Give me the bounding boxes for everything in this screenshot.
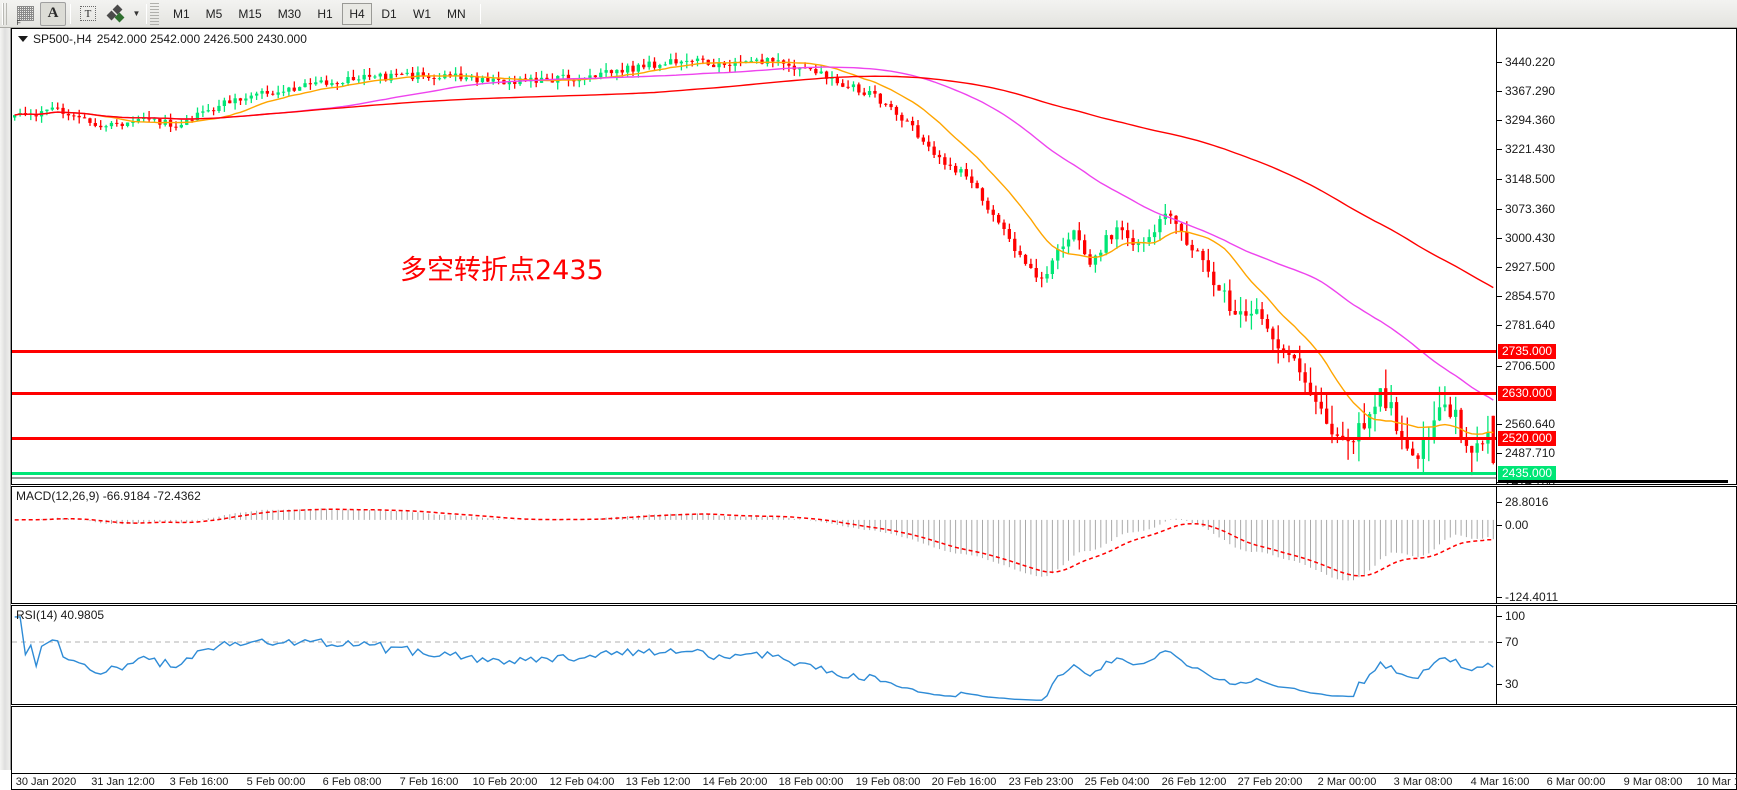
time-axis-label: 20 Feb 16:00 bbox=[931, 776, 997, 788]
timeframe-m1[interactable]: M1 bbox=[173, 6, 190, 21]
time-axis-label: 23 Feb 23:00 bbox=[1008, 776, 1074, 788]
ohlc-values: 2542.000 2542.000 2426.500 2430.000 bbox=[96, 32, 307, 46]
time-axis-label: 26 Feb 12:00 bbox=[1161, 776, 1227, 788]
time-axis-label: 3 Feb 16:00 bbox=[169, 776, 229, 788]
time-axis-label: 14 Feb 20:00 bbox=[702, 776, 768, 788]
price-y-tick: 3294.360 bbox=[1497, 114, 1555, 126]
macd-pane[interactable]: MACD(12,26,9) -66.9184 -72.4362 28.8016 0… bbox=[11, 486, 1737, 604]
time-axis-label: 25 Feb 04:00 bbox=[1084, 776, 1150, 788]
macd-y-tick: -124.4011 bbox=[1497, 591, 1558, 603]
toolbar-separator-1 bbox=[70, 3, 71, 24]
time-axis-label: 10 Mar 16:00 bbox=[1696, 776, 1737, 788]
time-axis-label: 13 Feb 12:00 bbox=[625, 776, 691, 788]
time-axis-label: 6 Mar 00:00 bbox=[1546, 776, 1606, 788]
symbol-label: SP500-,H4 bbox=[33, 32, 92, 46]
level-line-2630[interactable] bbox=[12, 392, 1496, 395]
collapse-triangle-icon[interactable] bbox=[18, 36, 28, 42]
time-axis-labels[interactable]: 30 Jan 2020 31 Jan 12:00 3 Feb 16:00 5 Feb … bbox=[12, 773, 1737, 789]
price-y-tick: 2487.710 bbox=[1497, 447, 1555, 459]
macd-y-tick: 0.00 bbox=[1497, 519, 1528, 531]
price-y-tick: 2781.640 bbox=[1497, 319, 1555, 331]
main-toolbar: A T ▼ M1 M5 M15 M30 H1 H4 D1 W1 MN bbox=[0, 0, 1737, 28]
price-plot[interactable]: 多空转折点2435 bbox=[12, 29, 1496, 484]
rsi-pane[interactable]: RSI(14) 40.9805 100 70 30 bbox=[11, 605, 1737, 705]
price-level-label-2435[interactable]: 2435.000 bbox=[1498, 466, 1557, 481]
objects-icon[interactable] bbox=[103, 2, 129, 26]
chart-left-scrollbar[interactable] bbox=[0, 28, 11, 770]
price-y-tick: 3440.220 bbox=[1497, 56, 1555, 68]
timeframe-h4[interactable]: H4 bbox=[342, 2, 373, 25]
time-axis-label: 30 Jan 2020 bbox=[15, 776, 77, 788]
time-axis-label: 19 Feb 08:00 bbox=[855, 776, 921, 788]
rsi-y-tick: 30 bbox=[1497, 678, 1518, 690]
time-axis-pane[interactable]: 30 Jan 2020 31 Jan 12:00 3 Feb 16:00 5 Feb … bbox=[11, 706, 1737, 790]
text-label-glyph: T bbox=[80, 6, 96, 21]
rsi-tail-svg bbox=[12, 707, 1496, 767]
rsi-y-axis[interactable]: 100 70 30 bbox=[1496, 606, 1736, 704]
macd-y-axis[interactable]: 28.8016 0.00 -124.4011 bbox=[1496, 487, 1736, 603]
toolbar-separator-3 bbox=[479, 3, 481, 24]
price-y-tick: 3221.430 bbox=[1497, 143, 1555, 155]
time-axis-label: 7 Feb 16:00 bbox=[399, 776, 459, 788]
timeframe-h1[interactable]: H1 bbox=[317, 6, 333, 21]
time-axis-label: 12 Feb 04:00 bbox=[549, 776, 615, 788]
price-y-tick: 2706.500 bbox=[1497, 360, 1555, 372]
chevron-down-icon[interactable]: ▼ bbox=[132, 9, 141, 18]
level-line-2435[interactable] bbox=[12, 472, 1496, 475]
time-axis-label: 3 Mar 08:00 bbox=[1393, 776, 1453, 788]
rsi-svg bbox=[12, 616, 1496, 701]
text-A-glyph: A bbox=[47, 5, 59, 21]
time-axis-label: 31 Jan 12:00 bbox=[91, 776, 155, 788]
price-y-tick: 2560.640 bbox=[1497, 418, 1555, 430]
rsi-plot[interactable] bbox=[12, 606, 1496, 704]
rsi-y-tick: 100 bbox=[1497, 610, 1525, 622]
timeframe-m30[interactable]: M30 bbox=[277, 6, 302, 21]
text-A-icon[interactable]: A bbox=[40, 1, 66, 26]
price-y-tick: 2854.570 bbox=[1497, 290, 1555, 302]
timeframe-group: M1 M5 M15 M30 H1 H4 D1 W1 MN bbox=[165, 2, 474, 25]
price-y-axis[interactable]: 3440.220 3367.290 3294.360 3221.430 3148.500… bbox=[1496, 29, 1736, 484]
price-level-label-2735[interactable]: 2735.000 bbox=[1498, 344, 1557, 359]
level-line-2435-shadow bbox=[12, 477, 1496, 479]
price-y-tick: 3073.360 bbox=[1497, 203, 1555, 215]
macd-svg bbox=[14, 508, 1494, 581]
time-axis-label: 6 Feb 08:00 bbox=[322, 776, 382, 788]
price-pane-header: SP500-,H4 2542.000 2542.000 2426.500 243… bbox=[18, 32, 307, 46]
level-line-2520[interactable] bbox=[12, 437, 1496, 440]
chart-annotation-text: 多空转折点2435 bbox=[400, 255, 604, 286]
price-level-label-2520[interactable]: 2520.000 bbox=[1498, 431, 1557, 446]
macd-y-tick: 28.8016 bbox=[1497, 496, 1548, 508]
time-axis-label: 2 Mar 00:00 bbox=[1317, 776, 1377, 788]
macd-plot[interactable] bbox=[12, 487, 1496, 603]
text-label-icon[interactable]: T bbox=[75, 2, 101, 26]
time-axis-label: 9 Mar 08:00 bbox=[1623, 776, 1683, 788]
toolbar-drag-handle[interactable] bbox=[2, 2, 9, 25]
toolbar-separator-2 bbox=[146, 3, 147, 24]
crosshair-f-icon[interactable] bbox=[12, 2, 38, 27]
chart-area: 多空转折点2435 SP500-,H4 2542.000 2542.000 24… bbox=[0, 28, 1737, 790]
price-y-tick: 3367.290 bbox=[1497, 85, 1555, 97]
timeframe-mn[interactable]: MN bbox=[447, 6, 466, 21]
time-axis-label: 4 Mar 16:00 bbox=[1470, 776, 1530, 788]
price-candles-svg bbox=[13, 52, 1495, 476]
price-y-tick: 2927.500 bbox=[1497, 261, 1555, 273]
macd-title: MACD(12,26,9) -66.9184 -72.4362 bbox=[16, 489, 201, 503]
price-level-label-2630[interactable]: 2630.000 bbox=[1498, 386, 1557, 401]
price-y-tick: 3148.500 bbox=[1497, 173, 1555, 185]
rsi-y-tick: 70 bbox=[1497, 636, 1518, 648]
current-price-marker bbox=[1498, 480, 1728, 483]
time-axis-label: 18 Feb 00:00 bbox=[778, 776, 844, 788]
time-axis-label: 5 Feb 00:00 bbox=[246, 776, 306, 788]
time-axis-label: 10 Feb 20:00 bbox=[472, 776, 538, 788]
price-y-tick: 3000.430 bbox=[1497, 232, 1555, 244]
rsi-title: RSI(14) 40.9805 bbox=[16, 608, 105, 622]
timeframe-drag-handle[interactable] bbox=[150, 2, 159, 25]
timeframe-d1[interactable]: D1 bbox=[381, 6, 397, 21]
level-line-2735[interactable] bbox=[12, 350, 1496, 353]
time-axis-label: 27 Feb 20:00 bbox=[1237, 776, 1303, 788]
timeframe-m5[interactable]: M5 bbox=[205, 6, 223, 21]
timeframe-m15[interactable]: M15 bbox=[238, 6, 262, 21]
timeframe-w1[interactable]: W1 bbox=[413, 6, 432, 21]
price-pane[interactable]: 多空转折点2435 SP500-,H4 2542.000 2542.000 24… bbox=[11, 28, 1737, 485]
